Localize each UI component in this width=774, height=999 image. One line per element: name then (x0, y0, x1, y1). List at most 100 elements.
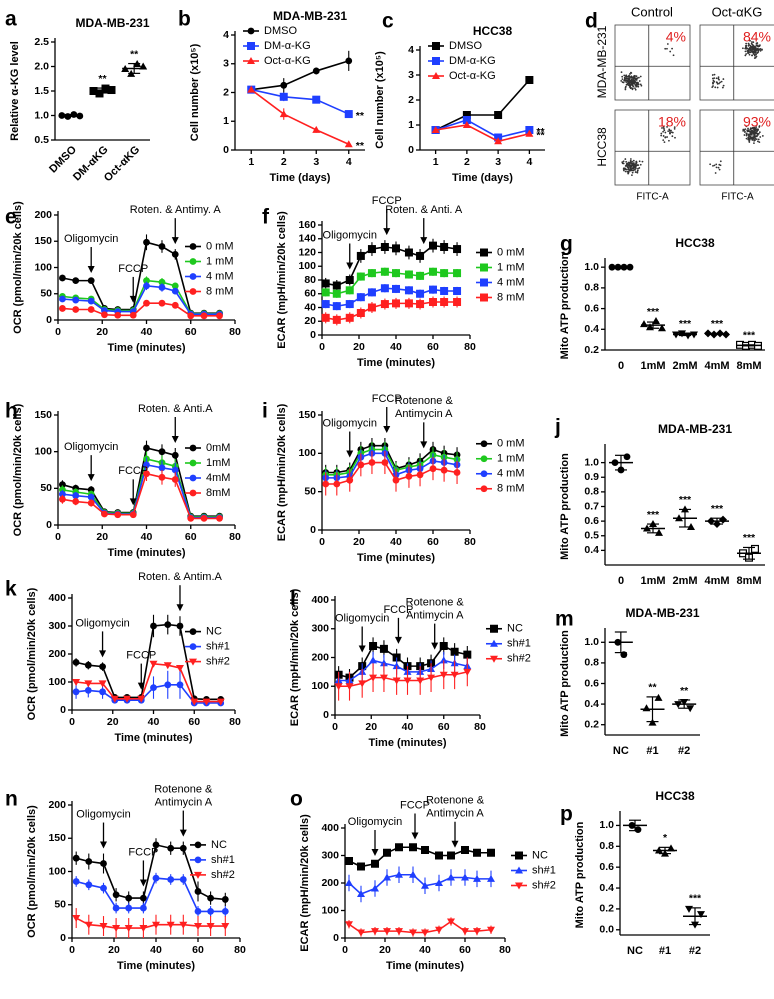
y-tick-label: 400 (321, 822, 339, 834)
event-dot (711, 77, 714, 80)
x-tick-label: 3 (313, 156, 319, 168)
event-dot (713, 73, 716, 76)
marker (129, 511, 137, 519)
annotation-text: Oligomycin (348, 816, 402, 828)
event-dot (623, 79, 626, 82)
marker (171, 451, 179, 459)
event-dot (625, 164, 627, 167)
event-dot (632, 159, 635, 162)
marker (194, 923, 202, 931)
y-tick-label: 50 (40, 288, 52, 300)
marker (345, 57, 353, 65)
y-tick-label: 50 (304, 485, 316, 497)
significance-label: *** (647, 306, 660, 318)
marker (435, 926, 443, 934)
marker (59, 495, 66, 503)
event-dot (628, 74, 630, 77)
legend-label: 1 mM (497, 453, 525, 465)
event-dot (628, 83, 631, 85)
y-tick-label: 100 (298, 447, 316, 459)
marker (158, 278, 166, 286)
marker (380, 267, 389, 276)
marker (143, 299, 150, 307)
marker (416, 271, 425, 280)
y-tick-label: 100 (321, 904, 339, 916)
legend-marker (480, 455, 488, 463)
marker (179, 921, 188, 929)
marker (175, 665, 184, 672)
significance-label: ** (648, 682, 657, 694)
event-dot (745, 125, 748, 128)
x-tick-label: 60 (192, 944, 204, 956)
marker (439, 671, 448, 679)
x-tick-label: 60 (459, 944, 471, 956)
marker (114, 311, 122, 319)
y-tick-label: 2.0 (34, 60, 49, 72)
event-dot (625, 77, 628, 79)
marker (463, 668, 472, 676)
marker (99, 923, 108, 931)
annotation-text: Oligomycin (323, 229, 377, 241)
x-tick-label: 60 (438, 721, 450, 733)
event-dot (635, 164, 638, 167)
marker (357, 929, 365, 937)
annotation-text: Roten. & Antimy. A (130, 204, 222, 216)
marker (383, 848, 392, 857)
marker (176, 622, 184, 630)
marker (367, 269, 376, 278)
event-dot (755, 48, 758, 50)
legend-marker (189, 658, 197, 666)
significance-label: ** (680, 685, 689, 697)
y-tick-label: 100 (311, 680, 329, 692)
significance-label: *** (743, 532, 756, 544)
significance-label: * (663, 832, 668, 844)
annotation-arrowhead (383, 228, 391, 236)
event-dot (719, 164, 722, 167)
marker (357, 461, 365, 469)
marker (453, 269, 462, 278)
event-dot (629, 83, 632, 86)
marker (392, 677, 401, 685)
marker (59, 274, 66, 282)
event-dot (746, 47, 749, 50)
marker (207, 908, 215, 915)
marker (392, 662, 401, 670)
event-dot (750, 130, 753, 133)
marker (101, 311, 108, 319)
event-dot (629, 87, 632, 90)
x-tick-label: 80 (464, 341, 476, 353)
marker (216, 515, 223, 522)
annotation-text: Rotenone & (406, 597, 465, 609)
x-tick-label: NC (627, 945, 643, 957)
event-dot (635, 75, 638, 78)
marker (140, 904, 147, 912)
x-tick-label: 1 (433, 156, 439, 168)
annotation-arrowhead (358, 645, 366, 653)
marker (453, 245, 462, 254)
x-tick-label: 0 (618, 360, 624, 372)
x-tick-label: 20 (353, 341, 365, 353)
event-dot (719, 81, 722, 84)
marker (416, 677, 425, 685)
y-tick-label: 2 (408, 94, 414, 106)
marker (171, 282, 179, 290)
event-dot (664, 47, 667, 50)
y-axis-label: Mito ATP production (559, 630, 571, 737)
marker (345, 921, 353, 929)
event-dot (756, 133, 759, 136)
event-dot (631, 76, 634, 79)
marker (431, 126, 440, 133)
event-dot (719, 160, 722, 163)
marker (357, 890, 365, 897)
marker (72, 306, 80, 313)
event-dot (671, 135, 674, 138)
panel-letter: p (560, 803, 573, 826)
marker (345, 879, 353, 886)
marker (158, 464, 166, 472)
series-line (348, 846, 491, 868)
legend-marker (247, 27, 255, 35)
marker (640, 320, 648, 328)
marker (447, 873, 455, 881)
marker (112, 904, 120, 912)
marker (164, 621, 172, 628)
